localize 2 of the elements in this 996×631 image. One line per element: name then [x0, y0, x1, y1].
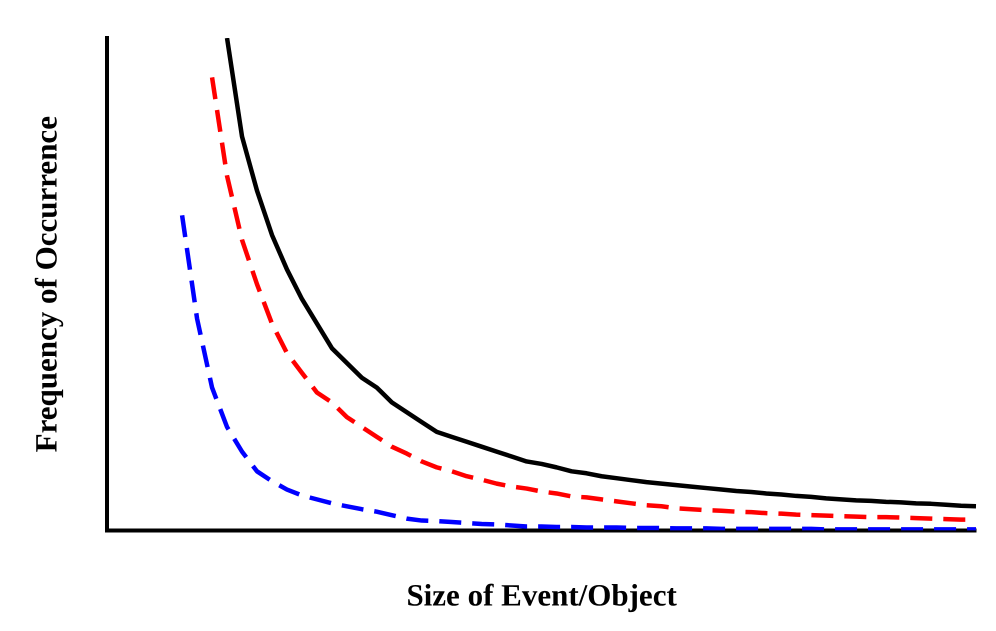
x-axis-title: Size of Event/Object: [406, 577, 678, 612]
y-axis-title: Frequency of Occurrence: [28, 116, 64, 452]
